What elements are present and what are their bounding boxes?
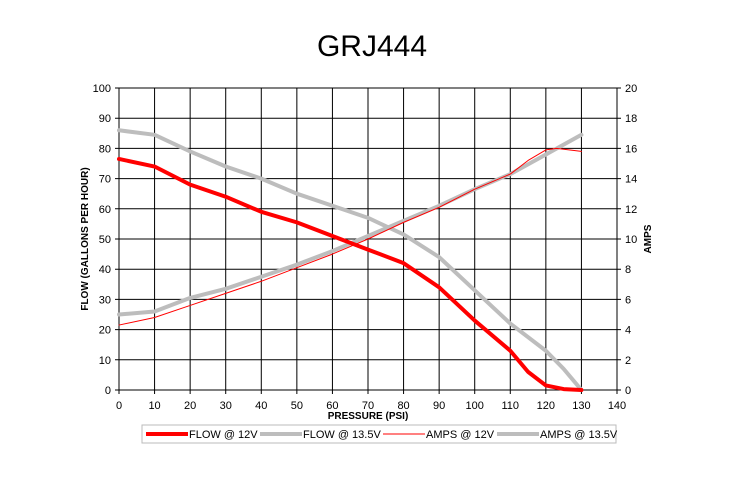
y2-tick-label: 20 — [625, 83, 637, 95]
x-tick-label: 120 — [537, 400, 555, 412]
legend-label: FLOW @ 12V — [189, 429, 258, 441]
x-tick-label: 140 — [608, 400, 626, 412]
series-line-amps-13-5v — [117, 132, 584, 317]
y-tick-label: 100 — [93, 83, 111, 95]
y-tick-label: 0 — [105, 385, 111, 397]
y2-tick-label: 4 — [625, 325, 631, 337]
series-line-flow-13-5v — [117, 128, 584, 392]
y2-tick-label: 14 — [625, 174, 637, 186]
y2-tick-label: 18 — [625, 113, 637, 125]
y-tick-label: 60 — [99, 204, 111, 216]
legend-label: FLOW @ 13.5V — [303, 429, 381, 441]
y2-tick-label: 0 — [625, 385, 631, 397]
x-tick-label: 70 — [362, 400, 374, 412]
legend-label: AMPS @ 12V — [426, 429, 495, 441]
y2-tick-label: 16 — [625, 143, 637, 155]
y2-tick-label: 6 — [625, 294, 631, 306]
y2-tick-label: 10 — [625, 234, 637, 246]
x-tick-label: 90 — [433, 400, 445, 412]
y-tick-label: 10 — [99, 355, 111, 367]
x-tick-label: 50 — [291, 400, 303, 412]
y-axis-label: FLOW (GALLONS PER HOUR) — [80, 167, 91, 310]
y-tick-label: 40 — [99, 264, 111, 276]
x-axis-label: PRESSURE (PSI) — [328, 411, 409, 422]
x-tick-label: 110 — [502, 400, 520, 412]
tick-labels: 0 10 20 30 40 50 60 70 80 90 100 110 120 130 140010203… — [93, 83, 638, 412]
series-line-amps-12v — [118, 147, 582, 326]
y-tick-label: 50 — [99, 234, 111, 246]
x-tick-label: 130 — [572, 400, 590, 412]
y-tick-label: 70 — [99, 174, 111, 186]
x-tick-label: 20 — [184, 400, 196, 412]
y2-tick-label: 12 — [625, 204, 637, 216]
chart-title: GRJ444 — [317, 30, 427, 63]
x-tick-label: 60 — [326, 400, 338, 412]
x-tick-label: 0 — [116, 400, 122, 412]
legend-label: AMPS @ 13.5V — [540, 429, 618, 441]
series-line-flow-12v — [117, 156, 584, 392]
legend: FLOW @ 12V FLOW @ 13.5V AMPS @ 12V AMPS @ 1… — [146, 429, 618, 441]
y-tick-label: 20 — [99, 325, 111, 337]
y-tick-label: 80 — [99, 143, 111, 155]
legend-box — [141, 424, 617, 444]
y-tick-label: 30 — [99, 294, 111, 306]
y-tick-label: 90 — [99, 113, 111, 125]
x-tick-label: 30 — [220, 400, 232, 412]
y2-tick-label: 8 — [625, 264, 631, 276]
grid — [115, 87, 621, 394]
x-tick-label: 80 — [397, 400, 409, 412]
x-tick-label: 100 — [466, 400, 484, 412]
y2-axis-label: AMPS — [643, 224, 654, 253]
series-group — [117, 128, 584, 392]
y2-tick-label: 2 — [625, 355, 631, 367]
x-tick-label: 10 — [148, 400, 160, 412]
x-tick-label: 40 — [255, 400, 267, 412]
